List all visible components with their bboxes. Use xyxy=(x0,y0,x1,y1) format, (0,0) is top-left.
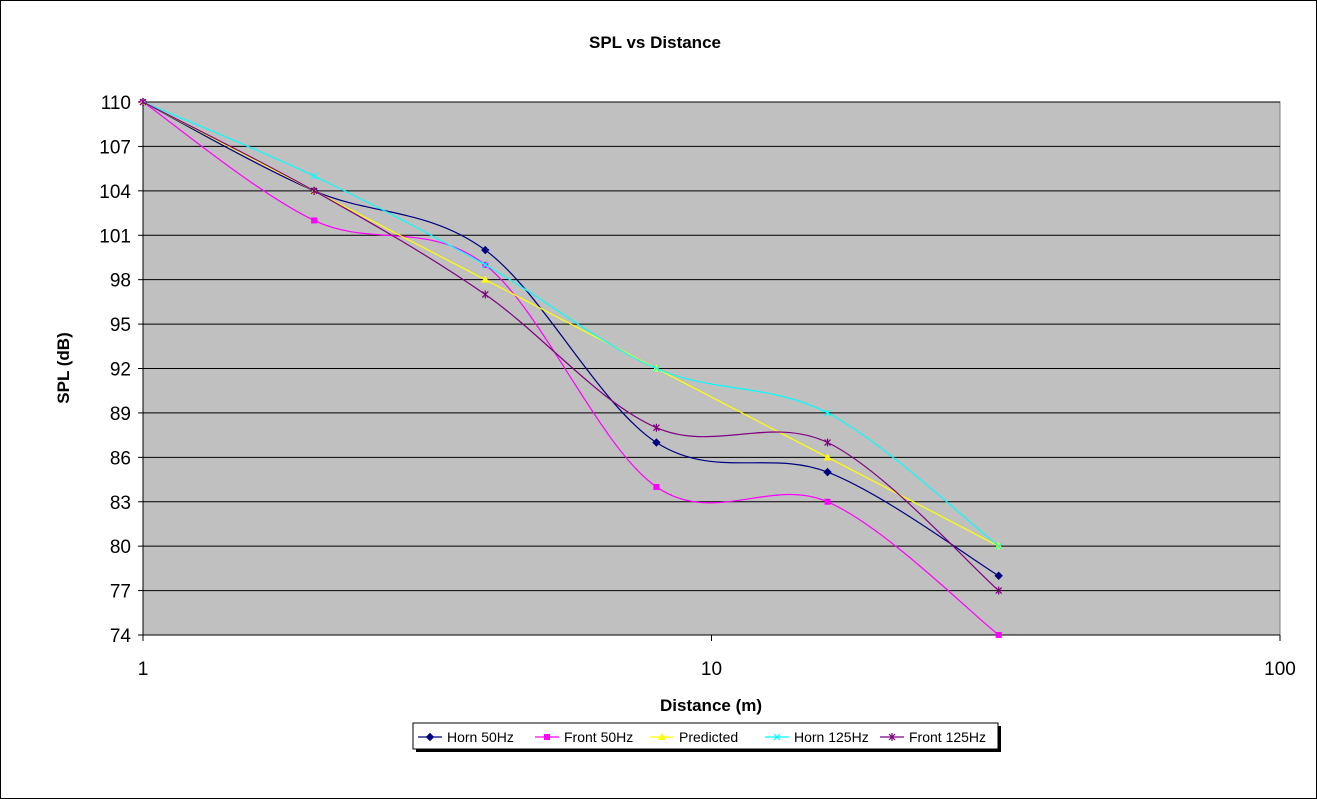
data-point-front-50hz xyxy=(311,217,318,224)
y-tick-label: 86 xyxy=(110,448,131,469)
legend-label: Front 125Hz xyxy=(909,729,986,745)
series-line-front-125hz xyxy=(142,101,1000,592)
y-tick-label: 101 xyxy=(99,226,131,247)
legend-item-front-125hz: Front 125Hz xyxy=(880,729,986,745)
legend-item-horn-50hz: Horn 50Hz xyxy=(418,729,514,745)
x-tick-label: 1 xyxy=(138,659,149,680)
data-point-horn-50hz xyxy=(994,571,1003,580)
legend-items: Horn 50Hz Front 50Hz Predicted Horn 125Hz Fr… xyxy=(418,729,986,745)
data-point-front-125hz xyxy=(139,98,147,106)
data-point-front-125hz xyxy=(652,423,660,432)
data-point-front-125hz xyxy=(481,290,489,299)
data-point-front-125hz xyxy=(824,438,831,447)
data-point-predicted xyxy=(823,453,832,461)
legend-label: Predicted xyxy=(679,729,738,745)
data-point-horn-50hz xyxy=(823,467,832,477)
legend-box xyxy=(412,722,999,750)
data-point-front-50hz xyxy=(653,483,660,490)
legend-swatch-marker xyxy=(544,734,550,740)
data-point-front-50hz xyxy=(995,632,1002,638)
data-point-horn-125hz xyxy=(652,365,660,372)
legend-swatch-marker xyxy=(425,732,435,742)
legend-label: Horn 50Hz xyxy=(447,729,514,745)
legend-swatch-marker xyxy=(773,733,781,741)
y-tick-label: 107 xyxy=(99,137,131,158)
legend-item-predicted: Predicted xyxy=(650,729,738,745)
y-tick-label: 98 xyxy=(110,271,131,292)
y-tick-label: 92 xyxy=(110,360,131,381)
grid-lines xyxy=(143,101,1280,636)
x-tick-label: 10 xyxy=(701,659,722,680)
data-point-front-125hz xyxy=(310,186,318,195)
legend-label: Horn 125Hz xyxy=(794,729,869,745)
legend-item-front-50hz: Front 50Hz xyxy=(535,729,633,745)
y-tick-label: 89 xyxy=(110,404,131,425)
chart-title: SPL vs Distance xyxy=(589,33,721,52)
data-point-predicted xyxy=(481,275,490,283)
y-axis-title: SPL (dB) xyxy=(54,332,73,403)
series-line-horn-125hz xyxy=(142,101,1000,547)
y-tick-label: 104 xyxy=(99,182,131,203)
x-axis-title: Distance (m) xyxy=(660,696,762,715)
y-tick-label: 74 xyxy=(110,626,132,647)
y-tick-label: 77 xyxy=(110,582,131,603)
series-line-front-50hz xyxy=(142,101,1000,636)
data-point-horn-50hz xyxy=(481,245,490,255)
series-group xyxy=(138,97,1003,638)
y-tick-label: 110 xyxy=(101,93,131,114)
data-point-horn-125hz xyxy=(310,172,318,180)
legend-item-horn-125hz: Horn 125Hz xyxy=(765,729,869,745)
y-tick-label: 80 xyxy=(110,537,131,558)
legend-swatch-marker xyxy=(658,733,666,740)
series-line-horn-50hz xyxy=(142,101,1000,577)
data-point-horn-125hz xyxy=(824,409,831,417)
y-tick-label: 95 xyxy=(110,315,131,336)
data-point-front-50hz xyxy=(824,498,831,505)
data-point-horn-125hz xyxy=(995,542,1003,550)
y-tick-label: 83 xyxy=(110,493,131,514)
data-point-horn-125hz xyxy=(481,261,489,269)
x-tick-label: 100 xyxy=(1264,659,1296,680)
data-point-horn-50hz xyxy=(652,438,661,447)
data-point-front-125hz xyxy=(995,586,1003,595)
series-front-125hz xyxy=(139,98,1003,595)
legend-swatch-marker xyxy=(888,733,896,741)
legend-label: Front 50Hz xyxy=(564,729,633,745)
legend: Horn 50Hz Front 50Hz Predicted Horn 125Hz Fr… xyxy=(412,722,1001,752)
